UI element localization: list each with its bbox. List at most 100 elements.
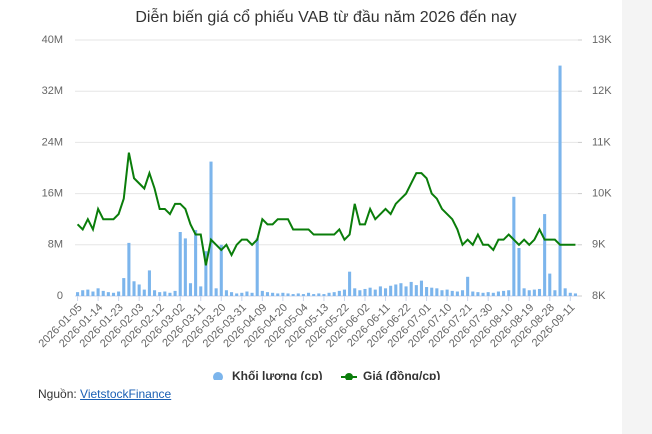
bar bbox=[260, 290, 264, 296]
bar bbox=[435, 288, 439, 296]
bar bbox=[194, 230, 198, 296]
price-line bbox=[76, 152, 576, 266]
bar bbox=[173, 290, 177, 296]
bar bbox=[383, 288, 388, 296]
bar bbox=[168, 292, 172, 296]
bar bbox=[96, 288, 100, 296]
bar bbox=[368, 287, 372, 296]
bar bbox=[419, 280, 423, 296]
bar bbox=[137, 284, 141, 296]
source-link[interactable]: VietstockFinance bbox=[80, 387, 172, 401]
bar bbox=[517, 248, 521, 296]
bar bbox=[460, 290, 465, 296]
legend-label: Khối lượng (cp) bbox=[232, 369, 323, 380]
bar bbox=[111, 292, 116, 296]
bar bbox=[476, 292, 480, 296]
bar bbox=[312, 294, 316, 296]
legend-label: Giá (đồng/cp) bbox=[363, 369, 440, 380]
bar bbox=[496, 291, 500, 296]
bar bbox=[332, 292, 336, 296]
bar bbox=[553, 290, 557, 296]
bar bbox=[568, 292, 572, 296]
source-label: Nguồn: bbox=[38, 387, 77, 401]
bar bbox=[353, 288, 357, 296]
bar bbox=[327, 292, 331, 296]
legend-item[interactable]: Giá (đồng/cp) bbox=[341, 369, 440, 380]
bar bbox=[491, 292, 495, 296]
bar bbox=[358, 290, 362, 296]
bar bbox=[399, 283, 403, 296]
bar bbox=[245, 291, 249, 296]
bar bbox=[450, 290, 454, 296]
bar bbox=[466, 276, 470, 296]
bar bbox=[425, 287, 429, 296]
bar bbox=[117, 291, 121, 296]
bar bbox=[255, 238, 259, 296]
legend-item[interactable]: Khối lượng (cp) bbox=[213, 369, 323, 380]
bar bbox=[342, 289, 347, 296]
y-tick-label: 8M bbox=[48, 239, 63, 251]
bar bbox=[163, 291, 167, 296]
bar bbox=[306, 292, 311, 296]
bar bbox=[209, 161, 213, 296]
y2-tick-label: 9K bbox=[592, 239, 606, 251]
bar bbox=[188, 283, 193, 296]
y2-tick-label: 11K bbox=[592, 136, 611, 148]
bar bbox=[394, 284, 398, 296]
bar bbox=[455, 291, 459, 296]
bar bbox=[481, 292, 485, 296]
bar bbox=[532, 289, 536, 296]
bar bbox=[281, 292, 285, 296]
bar bbox=[430, 287, 434, 296]
bar bbox=[507, 290, 511, 296]
bar bbox=[276, 293, 280, 296]
chart: Diễn biến giá cổ phiếu VAB từ đầu năm 20… bbox=[36, 7, 612, 380]
bar bbox=[235, 293, 239, 296]
bar bbox=[265, 292, 270, 296]
bar bbox=[527, 290, 531, 296]
bar bbox=[240, 292, 244, 296]
bar bbox=[445, 289, 449, 296]
bar bbox=[230, 292, 234, 296]
chart-title: Diễn biến giá cổ phiếu VAB từ đầu năm 20… bbox=[135, 7, 516, 26]
bar bbox=[502, 290, 506, 296]
bar bbox=[317, 293, 321, 296]
bar bbox=[348, 271, 352, 296]
bar bbox=[250, 292, 254, 296]
bar bbox=[86, 289, 90, 296]
bar bbox=[178, 232, 182, 296]
bar bbox=[389, 285, 393, 296]
source: Nguồn: VietstockFinance bbox=[38, 387, 171, 401]
y-tick-label: 16M bbox=[42, 188, 63, 200]
bar bbox=[537, 288, 542, 296]
bar bbox=[563, 288, 567, 296]
bar bbox=[404, 286, 408, 296]
bar bbox=[301, 294, 305, 296]
bar bbox=[414, 285, 418, 296]
bar bbox=[512, 196, 516, 296]
y-tick-label: 0 bbox=[57, 290, 63, 302]
bar bbox=[204, 251, 208, 296]
bar bbox=[548, 273, 552, 296]
y2-tick-label: 12K bbox=[592, 85, 612, 97]
bar bbox=[76, 292, 80, 296]
bar bbox=[322, 294, 326, 296]
side-panel bbox=[622, 0, 652, 434]
bar bbox=[142, 289, 146, 296]
bar bbox=[153, 290, 157, 296]
bar bbox=[199, 286, 203, 296]
bar bbox=[558, 65, 562, 296]
bar bbox=[286, 293, 290, 296]
bar bbox=[271, 292, 275, 296]
bar bbox=[122, 278, 126, 296]
legend-symbol bbox=[213, 372, 223, 380]
legend-symbol bbox=[345, 373, 353, 380]
bar bbox=[101, 290, 105, 296]
y-tick-label: 24M bbox=[42, 136, 63, 148]
bar bbox=[127, 242, 131, 296]
y-tick-label: 40M bbox=[42, 34, 63, 46]
bar bbox=[573, 293, 577, 296]
bar bbox=[373, 289, 377, 296]
bar bbox=[296, 293, 300, 296]
